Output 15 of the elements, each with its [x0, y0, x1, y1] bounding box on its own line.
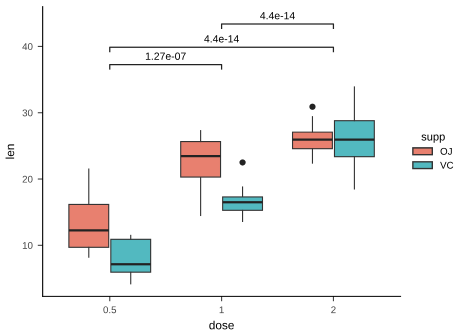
annotation: 4.4e-14 — [204, 35, 239, 43]
legend-title: supp — [421, 134, 445, 143]
x-tick-label: 1 — [220, 306, 224, 314]
x-tick-label: 2 — [331, 306, 336, 314]
y-tick-label: 30 — [22, 109, 33, 116]
x-axis-title: dose — [209, 320, 234, 330]
x-tick-label: 0.5 — [103, 306, 116, 314]
y-tick-label: 10 — [22, 242, 33, 249]
legend-label: VC — [440, 162, 454, 169]
annotation: 1.27e-07 — [146, 52, 186, 60]
legend-label: OJ — [440, 148, 452, 155]
y-axis-title: len — [6, 144, 14, 159]
annotation: 4.4e-14 — [260, 12, 295, 20]
y-tick-label: 20 — [22, 176, 33, 183]
y-tick-label: 40 — [22, 43, 33, 50]
